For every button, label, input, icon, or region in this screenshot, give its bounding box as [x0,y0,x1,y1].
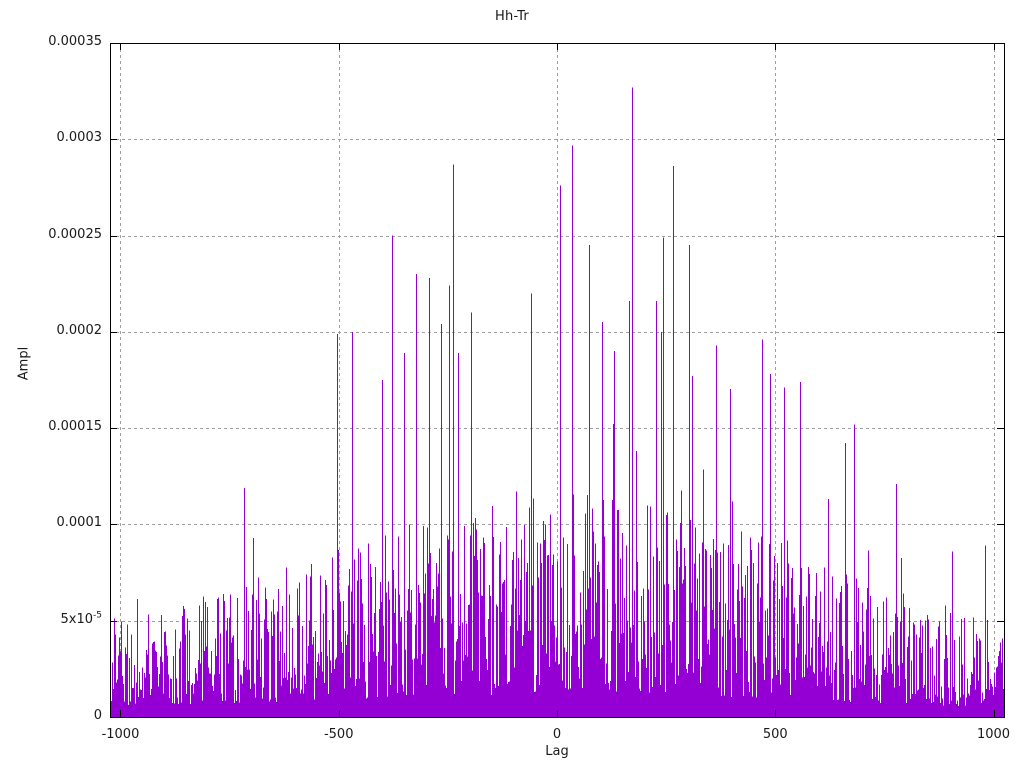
y-tick-label: 0 [93,708,102,723]
chart-title: Hh-Tr [495,9,529,24]
y-tick-label: 0.0001 [56,515,103,531]
x-axis-label: Lag [545,744,569,759]
x-tick-label: 0 [552,727,562,742]
y-tick-label: 0.00035 [48,34,102,49]
y-tick-label: 0.0003 [56,130,103,146]
x-tick-label: 500 [762,727,788,742]
axis-ticks [110,42,1004,719]
x-tick-label: 1000 [976,727,1011,742]
y-tick-label: 0.0002 [56,322,103,338]
x-tick-label: -1000 [101,727,140,742]
x-tick-label: -500 [323,727,354,742]
impulse-series [109,87,1005,718]
y-tick-label: 0.00015 [48,419,102,435]
y-tick-label: 0.00025 [48,226,102,242]
y-tick-label: 5x10-5 [60,610,103,627]
